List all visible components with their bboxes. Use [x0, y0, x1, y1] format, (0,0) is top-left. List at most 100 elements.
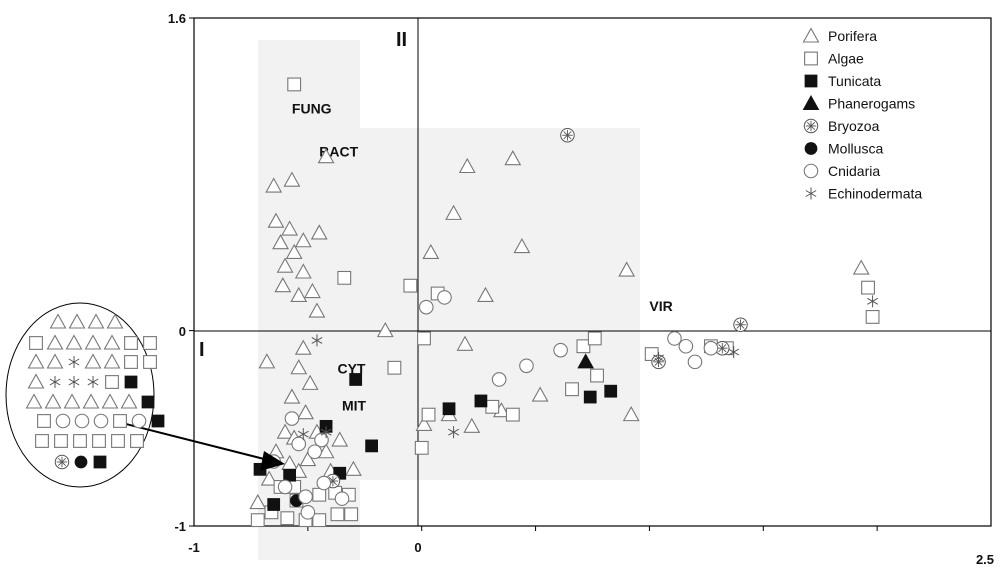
- inset-point: [93, 455, 107, 469]
- legend-label-bryozoa: Bryozoa: [828, 118, 880, 134]
- inset-point: [120, 393, 138, 409]
- point-bryozoa: [715, 340, 730, 356]
- point-porifera: [260, 470, 278, 486]
- point-porifera: [290, 359, 308, 375]
- point-cnidaria: [667, 331, 682, 346]
- legend-label-mollusca: Mollusca: [828, 141, 883, 157]
- legend-marker-phanerogams: [802, 94, 820, 110]
- point-algae: [330, 507, 345, 522]
- point-porifera: [267, 212, 285, 228]
- point-porifera: [285, 243, 303, 260]
- point-tunicata: [283, 468, 297, 482]
- inset-point: [124, 355, 138, 369]
- inset-point: [84, 353, 102, 369]
- point-porifera: [301, 374, 319, 390]
- point-algae: [576, 339, 591, 354]
- quadrant-label-ii: II: [396, 29, 407, 51]
- inset-point: [46, 334, 64, 350]
- legend-marker-porifera: [802, 27, 820, 43]
- point-porifera: [274, 277, 292, 293]
- inset-point: [101, 393, 119, 409]
- point-bryozoa: [733, 317, 748, 333]
- legend-label-algae: Algae: [828, 51, 864, 67]
- inset-point: [141, 395, 155, 409]
- point-cnidaria: [298, 489, 313, 504]
- point-tunicata: [604, 384, 618, 398]
- point-porifera: [458, 157, 476, 174]
- y-tick-label-top: 1.6: [168, 11, 186, 26]
- quadrant-label-i: I: [199, 339, 205, 361]
- inset-point: [113, 414, 127, 428]
- highlight-regions: [258, 40, 640, 560]
- point-porifera: [445, 204, 463, 220]
- legend-label-tunicata: Tunicata: [828, 73, 881, 89]
- point-cnidaria: [316, 475, 332, 491]
- point-cnidaria: [334, 491, 350, 506]
- plot-border: [193, 17, 992, 527]
- point-tunicata: [267, 498, 281, 511]
- point-echinodermata: [448, 426, 460, 439]
- point-tunicata: [442, 402, 456, 416]
- point-porifera: [283, 388, 301, 404]
- point-tunicata: [583, 390, 597, 404]
- x-tick-label-right: 2.5: [976, 552, 994, 567]
- point-porifera: [852, 259, 870, 275]
- point-porifera: [294, 263, 312, 279]
- point-algae: [865, 310, 880, 324]
- point-porifera: [317, 443, 335, 459]
- legend-marker-bryozoa: [803, 118, 819, 134]
- inset-point: [87, 313, 105, 329]
- inset-point: [87, 376, 99, 388]
- inset-point: [25, 393, 43, 409]
- point-cnidaria: [418, 299, 434, 315]
- point-porifera: [618, 261, 636, 277]
- inset-point: [49, 313, 67, 329]
- inset-point: [82, 393, 100, 409]
- point-echinodermata: [867, 295, 879, 308]
- inset-point: [103, 334, 121, 350]
- inset-point: [92, 434, 106, 448]
- point-algae: [417, 331, 431, 346]
- inset-point: [46, 353, 64, 369]
- point-porifera: [265, 177, 283, 193]
- point-porifera: [310, 224, 328, 240]
- legend-marker-echinodermata: [805, 187, 817, 200]
- point-porifera: [531, 386, 549, 402]
- inset-point: [73, 434, 87, 448]
- point-tunicata: [365, 439, 378, 453]
- point-algae: [414, 440, 429, 455]
- point-porifera: [283, 171, 301, 187]
- inset-point: [93, 413, 109, 429]
- point-porifera: [422, 243, 440, 260]
- point-cnidaria: [284, 411, 300, 426]
- point-porifera: [308, 302, 326, 318]
- inset-arrow-head: [260, 451, 285, 471]
- point-algae: [403, 278, 418, 293]
- inset-point: [68, 356, 80, 368]
- point-porifera: [249, 493, 267, 510]
- point-porifera: [290, 286, 308, 302]
- point-porifera: [297, 404, 315, 420]
- point-cnidaria: [307, 444, 322, 460]
- point-porifera: [513, 237, 531, 254]
- inset-point: [151, 414, 165, 428]
- point-porifera: [317, 148, 335, 164]
- inset-point: [54, 454, 70, 470]
- inset-point: [49, 376, 61, 388]
- point-algae: [312, 513, 327, 528]
- inset-point: [54, 434, 68, 448]
- point-porifera: [258, 353, 276, 369]
- point-echinodermata: [728, 346, 740, 359]
- axis-ticks: [189, 17, 878, 531]
- inset-point: [124, 375, 138, 389]
- point-porifera: [276, 257, 294, 273]
- legend-marker-algae: [804, 51, 818, 66]
- point-cnidaria: [300, 505, 316, 520]
- inset-point: [103, 353, 121, 369]
- point-algae: [250, 513, 265, 528]
- point-cnidaria: [678, 338, 694, 354]
- point-porifera: [622, 405, 640, 422]
- point-porifera: [331, 431, 349, 447]
